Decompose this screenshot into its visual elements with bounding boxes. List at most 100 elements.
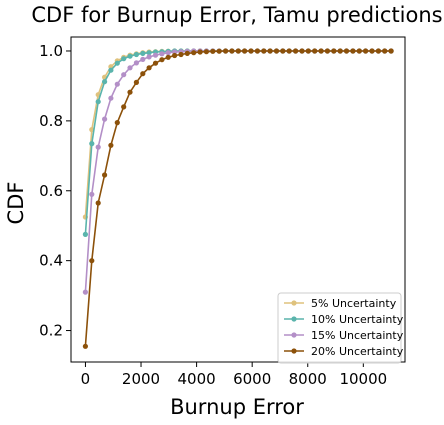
plot-frame [70, 36, 406, 363]
data-point [114, 81, 120, 87]
legend-marker [291, 332, 297, 338]
data-point [102, 116, 108, 122]
data-point [223, 48, 229, 54]
series-line [84, 50, 392, 293]
data-point [172, 52, 178, 59]
data-point [248, 48, 254, 54]
data-point [191, 50, 197, 56]
data-point [312, 48, 318, 54]
y-tick-label: 1.0 [39, 42, 63, 60]
data-point [254, 48, 260, 54]
data-point [89, 141, 95, 147]
data-point [82, 231, 88, 237]
x-tick-label: 6000 [233, 370, 271, 388]
data-point [165, 50, 171, 56]
data-point [286, 48, 292, 54]
legend-item: 10% Uncertainty [284, 313, 404, 326]
data-point [140, 71, 146, 77]
data-point [273, 48, 280, 54]
y-tick-label: 0.4 [39, 252, 63, 270]
legend-item: 5% Uncertainty [284, 297, 397, 310]
data-point [382, 48, 388, 54]
data-point [108, 67, 114, 73]
data-point [146, 50, 152, 56]
data-point [375, 48, 381, 54]
series-1 [82, 48, 394, 220]
data-point [146, 54, 152, 60]
data-point [318, 48, 324, 54]
data-point [102, 79, 108, 85]
data-point [293, 48, 299, 54]
data-point [159, 57, 165, 63]
data-point [133, 79, 139, 85]
data-point [299, 48, 305, 54]
data-point [242, 48, 248, 54]
legend-label: 20% Uncertainty [311, 345, 404, 358]
legend-label: 15% Uncertainty [311, 329, 404, 342]
data-point [127, 89, 133, 95]
data-point [343, 48, 350, 54]
legend-marker [291, 348, 297, 354]
legend: 5% Uncertainty 10% Uncertainty 15% Uncerta… [277, 292, 404, 364]
data-point [140, 50, 146, 57]
data-point [114, 60, 120, 66]
data-point [95, 200, 101, 206]
x-tick-label: 8000 [289, 370, 327, 388]
data-point [324, 48, 330, 54]
data-point [102, 172, 108, 178]
legend-label: 5% Uncertainty [311, 297, 397, 310]
y-axis-label: CDF [4, 182, 28, 225]
data-point [121, 72, 127, 78]
data-point [184, 50, 190, 57]
data-point [108, 142, 114, 148]
data-point [280, 48, 286, 54]
x-tick-label: 2000 [122, 370, 160, 388]
series-line [84, 50, 392, 218]
legend-box [277, 292, 402, 364]
series-group [82, 48, 394, 349]
data-point [363, 48, 369, 54]
data-point [350, 48, 356, 54]
data-point [152, 60, 159, 66]
data-point [159, 51, 165, 57]
series-3 [82, 48, 394, 295]
data-point [197, 49, 203, 55]
data-point [133, 60, 139, 66]
data-point [127, 53, 133, 59]
data-point [305, 48, 311, 54]
legend-item: 20% Uncertainty [284, 345, 404, 358]
chart-title: CDF for Burnup Error, Tamu predictions [31, 3, 442, 27]
data-point [337, 48, 343, 54]
data-point [146, 65, 152, 71]
x-tick-label: 0 [81, 370, 91, 388]
data-point [235, 48, 241, 54]
data-point [203, 49, 209, 55]
data-point [108, 95, 114, 101]
data-point [210, 48, 216, 54]
x-axis-label: Burnup Error [170, 395, 304, 419]
data-point [95, 99, 101, 105]
data-point [216, 48, 222, 54]
legend-label: 10% Uncertainty [311, 313, 404, 326]
data-point [82, 289, 88, 295]
y-tick-label: 0.2 [39, 322, 63, 340]
data-point [261, 48, 267, 54]
data-point [127, 65, 133, 71]
legend-item: 15% Uncertainty [284, 329, 404, 342]
legend-marker [291, 316, 297, 322]
y-tick-label: 0.8 [39, 112, 63, 130]
series-4 [82, 48, 394, 349]
data-point [165, 54, 171, 60]
data-point [95, 144, 101, 150]
series-2 [82, 48, 394, 237]
data-point [82, 343, 88, 349]
data-point [356, 48, 362, 54]
legend-marker [291, 300, 297, 306]
data-point [89, 191, 95, 197]
data-point [140, 56, 146, 63]
series-line [84, 50, 392, 235]
data-point [369, 48, 375, 54]
x-tick-label: 10000 [339, 370, 387, 388]
data-point [178, 51, 184, 58]
data-point [152, 52, 159, 58]
